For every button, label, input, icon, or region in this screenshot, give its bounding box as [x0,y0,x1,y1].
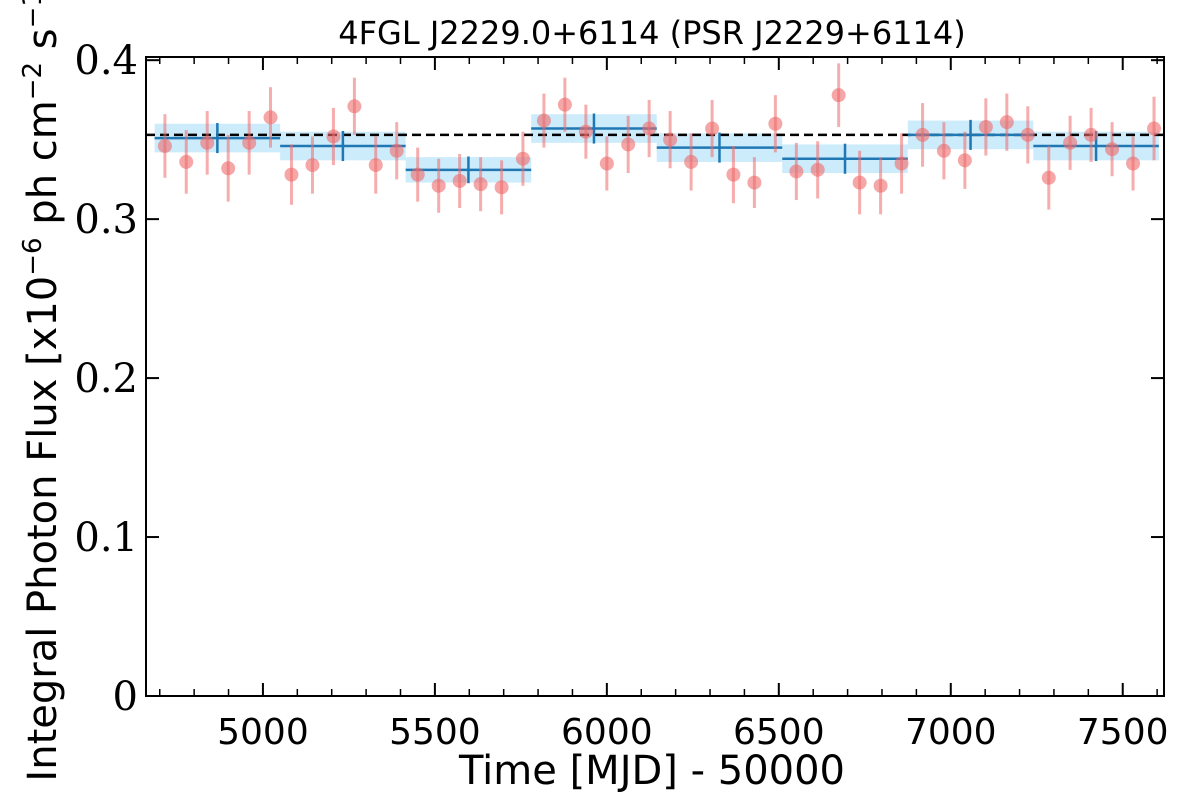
data-point [1020,127,1035,142]
chart-title: 4FGL J2229.0+6114 (PSR J2229+6114) [338,14,966,52]
axis-ticks [146,57,1164,697]
data-point [157,139,172,154]
data-point [410,167,425,182]
data-point [515,151,530,166]
plot-frame [145,56,1165,697]
data-point [957,153,972,168]
data-point [557,97,572,112]
data-point [768,116,783,131]
data-point [284,167,299,182]
data-point [473,177,488,192]
x-tick-label: 5500 [389,712,481,753]
data-point [368,158,383,173]
data-point [389,143,404,158]
x-tick-label: 6500 [733,712,825,753]
y-tick-label: 0.4 [74,38,138,84]
data-point [852,175,867,190]
y-tick-label: 0.3 [74,197,138,243]
data-point [221,161,236,176]
x-tick-label: 5000 [217,712,309,753]
monthly-data-points [157,63,1162,215]
data-point [179,154,194,169]
data-point [305,158,320,173]
data-point [536,113,551,128]
data-point [200,135,215,150]
yearly-bin-markers [154,113,1159,184]
y-tick-label: 0.1 [74,515,138,561]
data-point [494,180,509,195]
x-tick-label: 6000 [561,712,653,753]
data-point [873,178,888,193]
data-point [1041,170,1056,185]
data-point [431,178,446,193]
x-tick-label: 7000 [905,712,997,753]
data-point [684,154,699,169]
data-point [1105,142,1120,157]
data-point [810,162,825,177]
y-axis-label: Integral Photon Flux [x10−6 ph cm−2 s−1] [18,0,66,782]
y-tick-label: 0.2 [74,356,138,402]
data-point [999,115,1014,130]
data-point [894,156,909,171]
data-point [263,110,278,125]
data-point [936,143,951,158]
x-tick-labels: 5000 5500 6000 6500 7000 7500 [217,712,1168,753]
data-point [747,175,762,190]
data-point [578,124,593,139]
data-point [1084,127,1099,142]
data-point [789,164,804,179]
data-point [347,99,362,114]
data-point [642,121,657,136]
x-tick-label: 7500 [1077,712,1169,753]
y-tick-label: 0 [113,674,138,720]
data-point [831,88,846,103]
data-point [1063,135,1078,150]
data-point [242,135,257,150]
data-point [726,167,741,182]
data-point [1126,156,1141,171]
data-point [621,137,636,152]
data-point [705,121,720,136]
data-point [452,173,467,188]
y-tick-labels: 0 0.1 0.2 0.3 0.4 [74,38,138,720]
data-point [326,129,341,144]
data-point [599,156,614,171]
data-point [915,127,930,142]
data-point [1147,121,1162,136]
x-axis-label: Time [MJD] - 50000 [458,748,845,794]
data-point [978,119,993,134]
data-point [663,132,678,147]
